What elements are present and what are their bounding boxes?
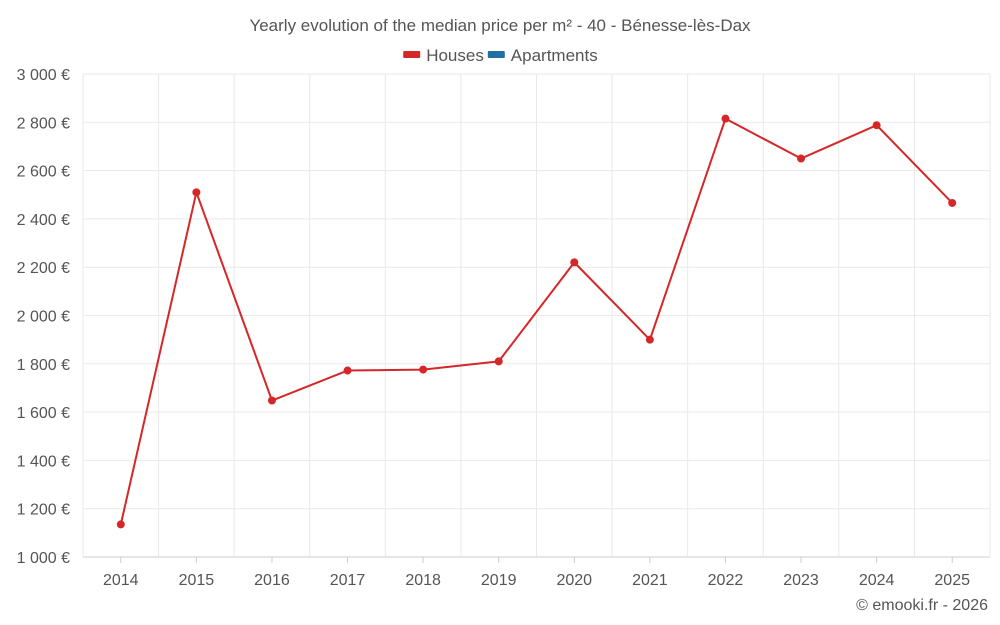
y-tick-label: 3 000 €	[17, 67, 70, 84]
x-tick-label: 2014	[103, 572, 139, 589]
y-tick-label: 2 000 €	[17, 309, 70, 326]
y-tick-label: 2 800 €	[17, 115, 70, 132]
data-point[interactable]	[494, 357, 503, 366]
x-tick-label: 2023	[783, 572, 819, 589]
x-axis: 2014 2015 2016 2017 2018 2019 2020 2021 2022 2023…	[103, 557, 970, 589]
x-tick-label: 2024	[859, 572, 895, 589]
credit-text[interactable]: © emooki.fr - 2026	[856, 597, 988, 614]
x-tick-label: 2021	[632, 572, 668, 589]
data-point[interactable]	[267, 396, 276, 405]
data-point[interactable]	[721, 114, 730, 123]
data-point[interactable]	[797, 154, 806, 163]
legend-label: Houses	[426, 46, 484, 65]
y-axis: 1 000 € 1 200 € 1 400 € 1 600 € 1 800 € 2 000…	[17, 67, 70, 567]
data-point[interactable]	[948, 198, 957, 207]
y-tick-label: 1 800 €	[17, 357, 70, 374]
y-tick-label: 2 400 €	[17, 212, 70, 229]
chart-title: Yearly evolution of the median price per…	[249, 16, 751, 35]
data-point[interactable]	[419, 365, 428, 374]
data-point[interactable]	[645, 335, 654, 344]
x-tick-label: 2017	[330, 572, 366, 589]
data-point[interactable]	[343, 366, 352, 375]
y-tick-label: 1 200 €	[17, 502, 70, 519]
data-point[interactable]	[872, 121, 881, 130]
y-tick-label: 2 600 €	[17, 164, 70, 181]
y-tick-label: 2 200 €	[17, 260, 70, 277]
y-tick-label: 1 600 €	[17, 405, 70, 422]
data-point[interactable]	[192, 188, 201, 197]
x-tick-label: 2015	[179, 572, 215, 589]
x-tick-label: 2016	[254, 572, 290, 589]
grid	[82, 73, 991, 558]
x-tick-label: 2022	[708, 572, 744, 589]
legend-swatch	[487, 51, 505, 58]
legend-item-apartments[interactable]: Apartments	[487, 46, 598, 65]
x-tick-label: 2019	[481, 572, 517, 589]
x-tick-label: 2020	[556, 572, 592, 589]
data-point[interactable]	[570, 258, 579, 267]
legend-swatch	[403, 51, 421, 58]
x-tick-label: 2018	[405, 572, 441, 589]
plot-area	[116, 114, 957, 529]
y-tick-label: 1 400 €	[17, 453, 70, 470]
legend-label: Apartments	[511, 46, 598, 65]
legend[interactable]: Houses Apartments	[403, 46, 598, 65]
x-tick-label: 2025	[934, 572, 970, 589]
y-tick-label: 1 000 €	[17, 550, 70, 567]
legend-item-houses[interactable]: Houses	[403, 46, 484, 65]
series-line-houses	[119, 117, 953, 525]
data-point[interactable]	[116, 520, 125, 529]
